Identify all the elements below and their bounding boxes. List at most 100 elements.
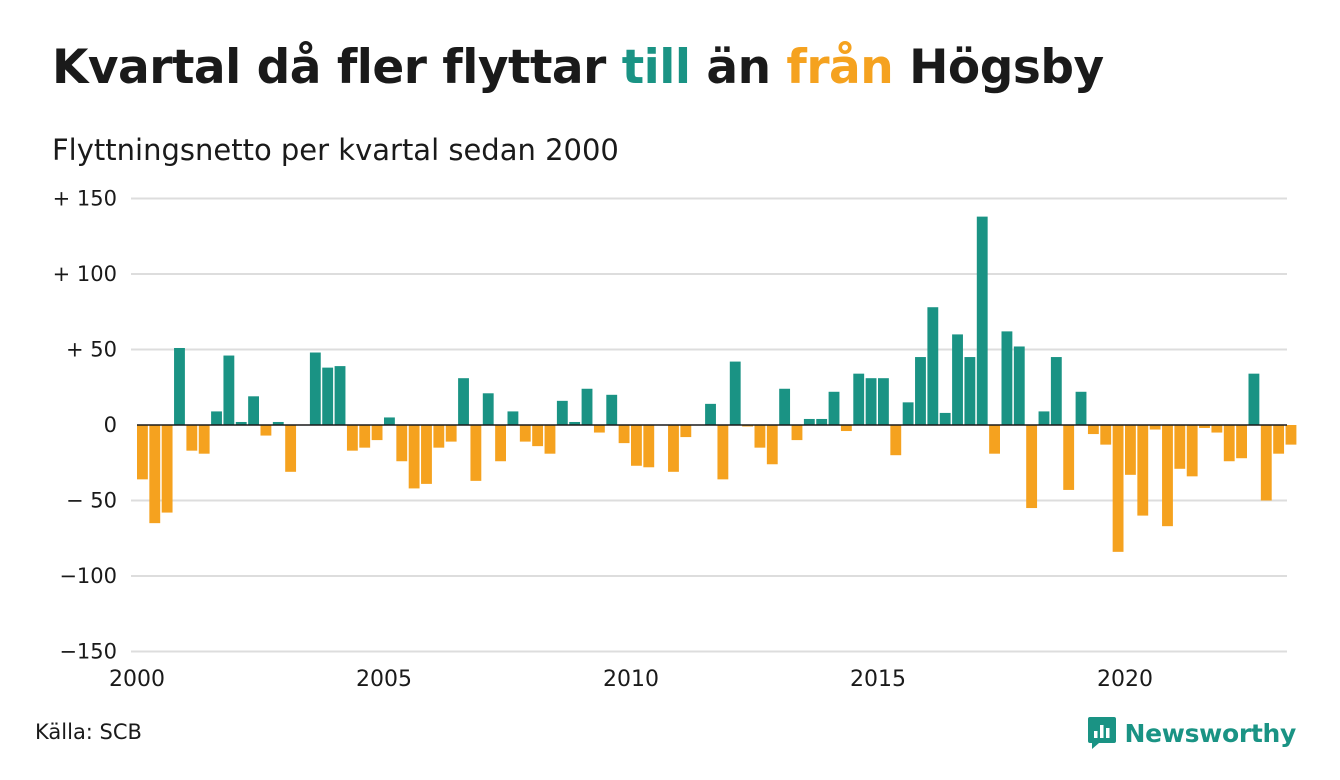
bar	[346, 425, 358, 451]
brand-name: Newsworthy	[1124, 718, 1297, 748]
bar	[593, 425, 605, 433]
bar	[1199, 425, 1210, 429]
bar	[519, 425, 531, 442]
bar	[1273, 425, 1285, 454]
y-tick-label: + 150	[53, 187, 117, 211]
bar	[235, 421, 247, 425]
bar	[396, 425, 408, 462]
bar	[618, 425, 630, 444]
y-tick-label: + 50	[66, 338, 117, 362]
bar	[569, 421, 581, 425]
bar	[371, 425, 383, 441]
x-tick-label: 2020	[1097, 667, 1153, 692]
bar	[631, 425, 642, 466]
bar	[1174, 425, 1186, 469]
bar	[544, 425, 556, 454]
grid-lines	[131, 197, 1287, 653]
bar	[939, 412, 951, 425]
bar	[1223, 425, 1235, 462]
bar	[421, 425, 432, 484]
bar	[1137, 425, 1149, 516]
bar	[643, 425, 655, 468]
bar	[840, 425, 852, 432]
bar	[507, 411, 519, 425]
bar	[791, 425, 803, 441]
bar	[272, 421, 284, 425]
bar	[149, 425, 161, 524]
bar	[470, 425, 482, 481]
bar	[482, 393, 494, 425]
bar	[1026, 425, 1038, 509]
bar	[915, 357, 926, 425]
bar	[964, 357, 976, 425]
bar	[865, 378, 877, 425]
bar	[198, 425, 210, 454]
bar	[680, 425, 692, 438]
bar	[137, 425, 148, 480]
bar	[1162, 425, 1173, 527]
bar	[433, 425, 445, 448]
x-tick-label: 2015	[850, 667, 906, 692]
bar	[1001, 331, 1013, 425]
bar	[668, 425, 679, 472]
x-tick-label: 2010	[603, 667, 659, 692]
bar-series	[137, 216, 1297, 552]
bar	[322, 367, 334, 425]
title-word-fran: från	[786, 40, 894, 95]
bar	[581, 388, 593, 425]
bar	[902, 402, 914, 425]
title-part-1: Kvartal då fler flyttar	[52, 40, 622, 95]
bar	[766, 425, 778, 465]
bar	[1087, 425, 1099, 435]
bar	[408, 425, 420, 489]
bar	[1112, 425, 1124, 552]
bar	[606, 394, 618, 425]
bar	[1075, 391, 1087, 425]
bar	[976, 216, 988, 425]
bar	[556, 400, 568, 425]
bar	[458, 378, 469, 425]
x-tick-label: 2005	[356, 667, 412, 692]
x-axis-ticks: 2000 2005 2010 2015 2020	[109, 667, 1153, 692]
bar	[828, 391, 840, 425]
bar	[161, 425, 173, 513]
bar	[803, 418, 815, 425]
bar	[1149, 425, 1161, 430]
brand-logo[interactable]: Newsworthy	[1087, 715, 1297, 751]
bar	[334, 366, 346, 425]
bar	[260, 425, 272, 436]
bar	[248, 396, 259, 425]
bar	[384, 417, 395, 425]
bar	[1038, 411, 1050, 425]
x-tick-label: 2000	[109, 667, 165, 692]
bar	[359, 425, 371, 448]
bar	[927, 307, 939, 425]
source-note: Källa: SCB	[35, 720, 142, 744]
chart-title: Kvartal då fler flyttar till än från Hög…	[52, 42, 1104, 94]
bar	[754, 425, 766, 448]
bar	[989, 425, 1000, 454]
bar	[1236, 425, 1247, 459]
y-tick-label: −100	[59, 564, 117, 588]
title-part-2: än	[690, 40, 787, 95]
bar	[1050, 357, 1062, 425]
bar	[742, 425, 753, 427]
bar	[705, 403, 716, 425]
bar	[532, 425, 544, 447]
title-part-3: Högsby	[893, 40, 1104, 95]
title-word-till: till	[621, 40, 691, 95]
bar	[729, 361, 741, 425]
bar	[1211, 425, 1223, 433]
bar	[285, 425, 297, 472]
bar	[1248, 373, 1260, 425]
y-tick-label: + 100	[53, 262, 117, 286]
bar	[1186, 425, 1198, 477]
bar	[174, 347, 185, 425]
bar	[223, 355, 235, 425]
bar	[495, 425, 506, 462]
bar	[952, 334, 963, 425]
bar	[878, 378, 889, 425]
newsworthy-logo-icon	[1087, 717, 1116, 749]
y-tick-label: − 50	[66, 489, 117, 513]
bar	[1260, 425, 1272, 501]
